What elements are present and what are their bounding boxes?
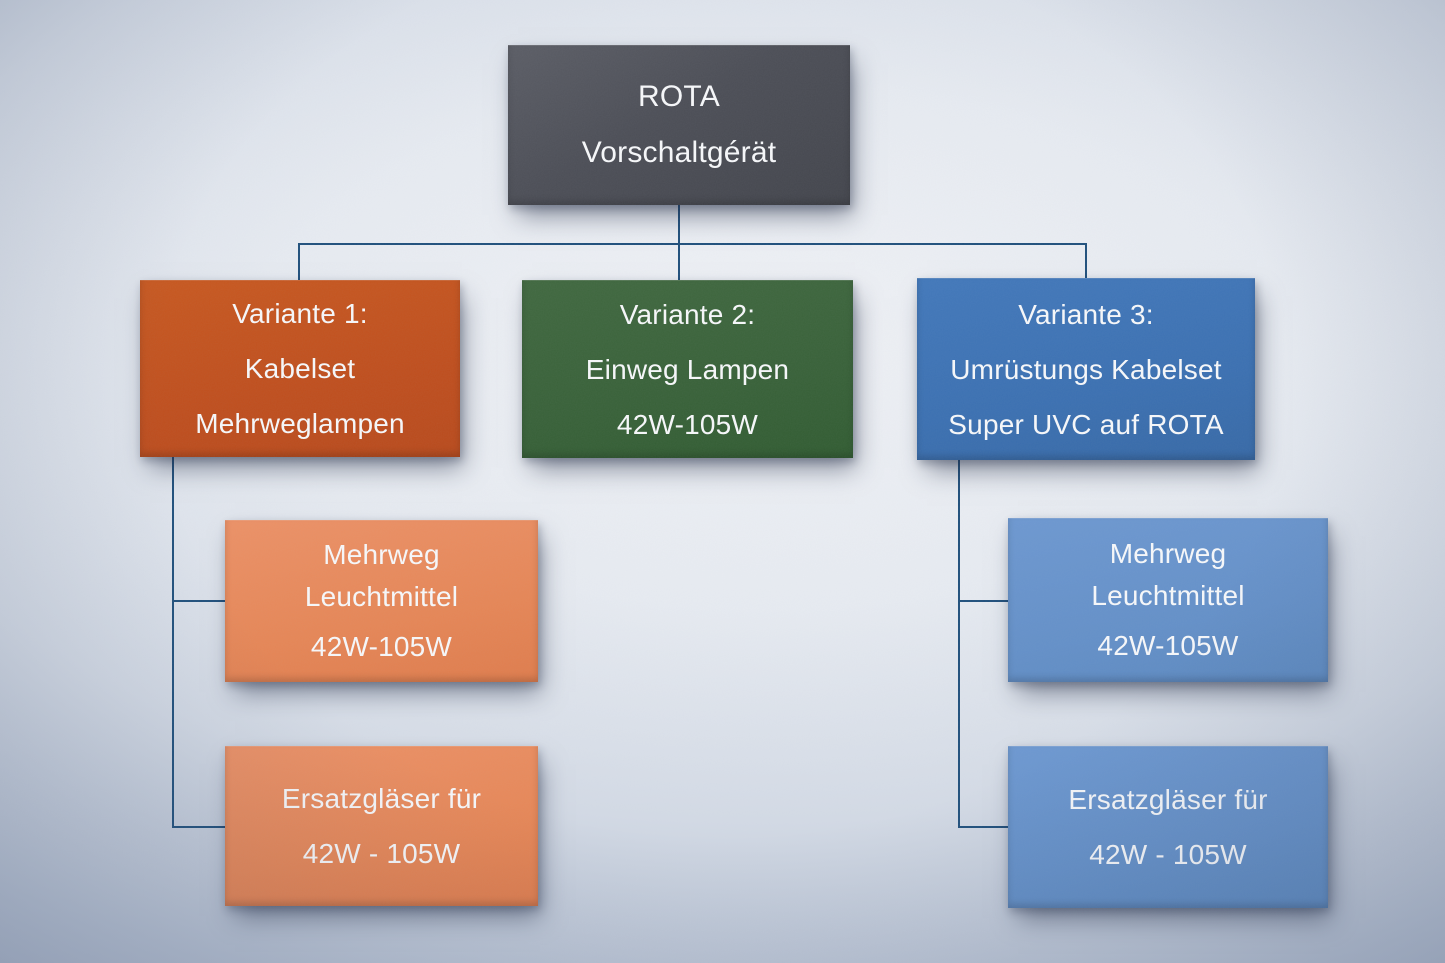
node-title-line: 42W-105W (616, 408, 759, 440)
node-title-line: Leuchtmittel (304, 581, 459, 612)
connector-drop-variant2 (678, 243, 680, 281)
node-title-line: ROTA (638, 80, 720, 113)
connector-variant1-stem (172, 457, 174, 828)
connector-variant1-child1-stub (172, 600, 225, 602)
node-title-line: Variante 2: (619, 298, 756, 330)
node-mehrweg-leuchtmittel-blue: Mehrweg Leuchtmittel 42W-105W (1008, 518, 1328, 682)
connector-main-horizontal (298, 243, 1087, 245)
node-title-line: Super UVC auf ROTA (948, 408, 1224, 440)
node-variante-2-einweg-lampen: Variante 2: Einweg Lampen 42W-105W (522, 280, 853, 458)
node-ersatzglaeser-blue: Ersatzgläser für 42W - 105W (1008, 746, 1328, 908)
node-title-line: Mehrweg (1109, 538, 1227, 569)
node-title-line: Leuchtmittel (1091, 580, 1245, 611)
connector-root-drop (678, 205, 680, 245)
node-title-line: Umrüstungs Kabelset (950, 353, 1222, 385)
node-title-line: Vorschaltgérät (581, 136, 777, 169)
node-mehrweg-leuchtmittel-orange: Mehrweg Leuchtmittel 42W-105W (225, 520, 538, 682)
connector-drop-variant3 (1085, 243, 1087, 279)
node-title-line: Ersatzgläser für (281, 783, 482, 814)
connector-variant3-stem (958, 460, 960, 828)
node-variante-1-kabelset-mehrweglampen: Variante 1: Kabelset Mehrweglampen (140, 280, 460, 457)
node-title-line: Einweg Lampen (585, 353, 790, 385)
node-title-line: 42W - 105W (1089, 839, 1247, 870)
connector-variant3-child2-stub (958, 826, 1008, 828)
node-title-line: Variante 1: (232, 298, 368, 329)
connector-drop-variant1 (298, 243, 300, 281)
node-rota-vorschaltgeraet: ROTA Vorschaltgérät (508, 45, 850, 205)
node-title-line: Ersatzgläser für (1068, 784, 1268, 815)
node-title-line: 42W - 105W (302, 838, 461, 869)
node-title-line: Variante 3: (1018, 298, 1154, 330)
node-title-line: Mehrweglampen (195, 408, 405, 439)
node-title-line: 42W-105W (1097, 630, 1239, 661)
node-variante-3-umruestungs-kabelset: Variante 3: Umrüstungs Kabelset Super UV… (917, 278, 1255, 460)
connector-variant1-child2-stub (172, 826, 225, 828)
node-title-line: Kabelset (244, 353, 356, 384)
connector-variant3-child1-stub (958, 600, 1008, 602)
node-ersatzglaeser-orange: Ersatzgläser für 42W - 105W (225, 746, 538, 906)
node-title-line: 42W-105W (310, 631, 453, 662)
node-title-line: Mehrweg (323, 539, 440, 570)
